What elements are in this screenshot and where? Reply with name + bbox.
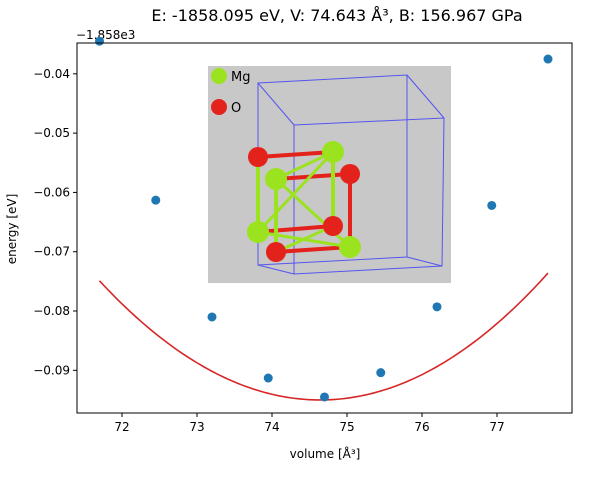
x-axis-label: volume [Å³] <box>290 446 361 461</box>
data-point <box>432 302 442 312</box>
data-point <box>207 312 217 322</box>
y-tick-label: −0.08 <box>33 304 70 318</box>
data-point <box>320 392 329 402</box>
legend-o-label: O <box>231 101 241 116</box>
bonds <box>256 150 352 254</box>
inset-legend: Mg O <box>211 68 250 116</box>
x-tick-label: 74 <box>264 420 279 434</box>
y-axis-label: energy [eV] <box>5 194 19 265</box>
y-tick-label: −0.09 <box>33 363 70 377</box>
data-point <box>487 200 497 210</box>
legend-o-marker <box>211 99 227 115</box>
y-tick-label: −0.05 <box>33 126 70 140</box>
data-point <box>95 36 104 46</box>
atom-mg <box>322 141 344 163</box>
data-points-layer <box>95 36 553 402</box>
atom-mg <box>265 168 287 190</box>
atom-o <box>266 242 286 262</box>
atom-o <box>340 164 360 184</box>
y-offset-text: −1.858e3 <box>76 28 135 42</box>
fit-curve <box>98 272 549 401</box>
x-tick-label: 77 <box>489 420 504 434</box>
axis-ticks: 72 73 74 75 76 77 −0.09 −0.08 −0.07 −0.06 −0.05 −0.… <box>33 67 504 434</box>
x-tick-label: 76 <box>414 420 429 434</box>
legend-mg-label: Mg <box>231 70 250 85</box>
atom-o <box>323 216 343 236</box>
data-point <box>543 54 553 64</box>
atom-mg <box>339 236 361 258</box>
chart-title: E: -1858.095 eV, V: 74.643 Å³, B: 156.96… <box>151 6 522 25</box>
data-point <box>151 195 161 205</box>
y-tick-label: −0.04 <box>33 67 70 81</box>
y-tick-label: −0.07 <box>33 245 70 259</box>
atom-o <box>248 147 268 167</box>
crystal-structure-inset: Mg O <box>208 66 451 283</box>
x-tick-label: 73 <box>189 420 204 434</box>
data-point <box>376 368 386 378</box>
x-tick-label: 72 <box>114 420 129 434</box>
x-tick-label: 75 <box>339 420 354 434</box>
data-point <box>263 373 273 383</box>
atom-mg <box>247 221 269 243</box>
plot-frame <box>76 42 573 414</box>
atoms <box>247 141 361 262</box>
fit-curve-layer <box>98 272 549 401</box>
y-tick-label: −0.06 <box>33 185 70 199</box>
legend-mg-marker <box>211 68 227 84</box>
